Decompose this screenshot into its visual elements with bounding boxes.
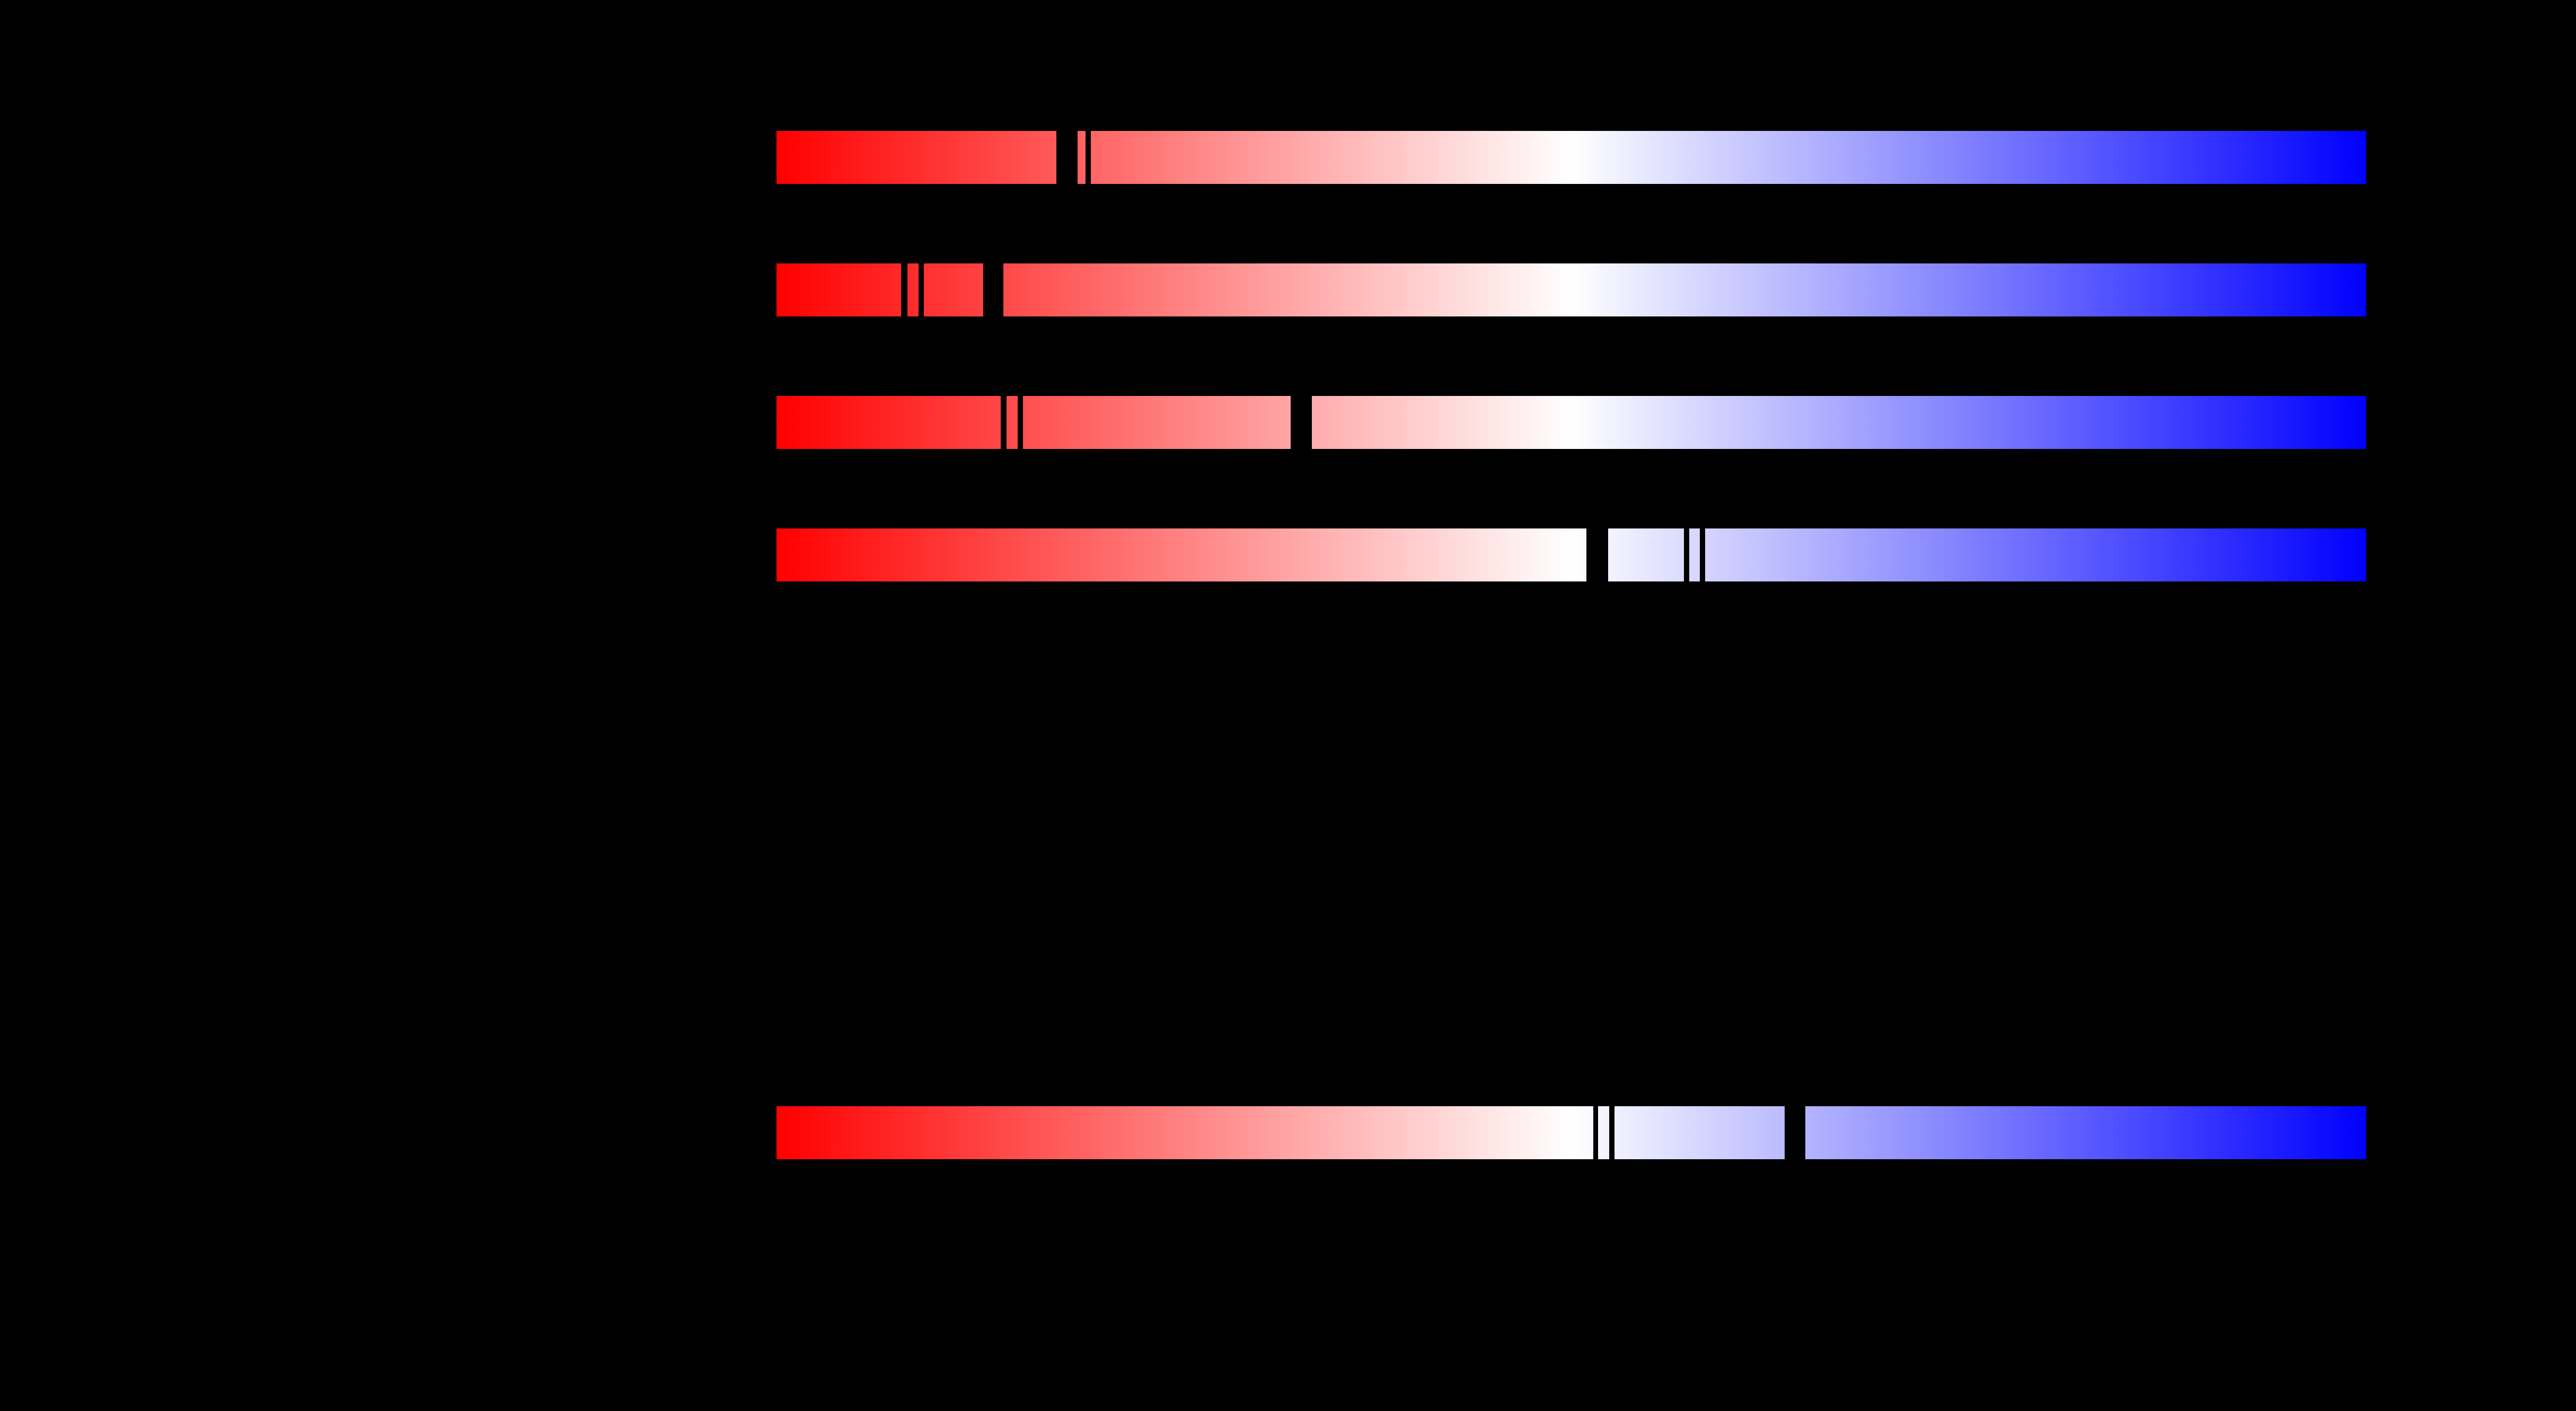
colorbar-row [776, 131, 2366, 184]
marker-tick [1017, 396, 1023, 449]
colorbar-row [776, 528, 2366, 581]
marker-tick [901, 263, 908, 316]
colorbar-row [776, 1106, 2366, 1159]
marker-tick [1000, 396, 1007, 449]
marker-tick [1290, 396, 1312, 449]
marker-tick [1684, 528, 1689, 581]
marker-tick [1085, 131, 1091, 184]
marker-tick [983, 263, 1003, 316]
colorbar-row [776, 396, 2366, 449]
marker-tick [1056, 131, 1078, 184]
marker-tick [919, 263, 924, 316]
marker-tick [1609, 1106, 1615, 1159]
marker-tick [1593, 1106, 1598, 1159]
marker-tick [1586, 528, 1609, 581]
marker-tick [1784, 1106, 1805, 1159]
colorbar-row [776, 263, 2366, 316]
marker-tick [1700, 528, 1705, 581]
